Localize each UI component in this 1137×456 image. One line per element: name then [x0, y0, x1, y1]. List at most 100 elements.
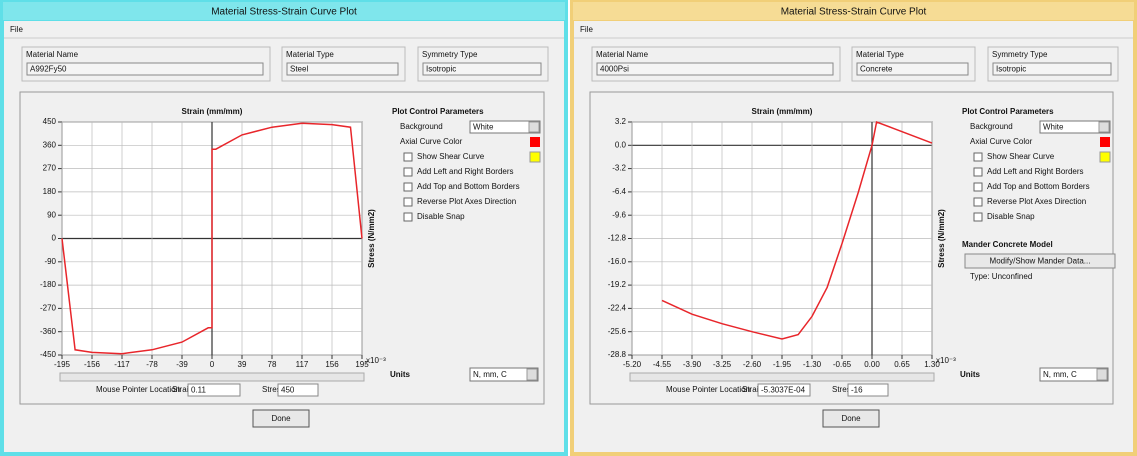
screen: Material Stress-Strain Curve Plot File Mat… [0, 0, 1137, 456]
checkbox-label: Add Left and Right Borders [417, 167, 514, 176]
controls-heading: Plot Control Parameters [962, 107, 1054, 116]
x-tick-label: 78 [268, 360, 277, 369]
checkbox[interactable] [404, 198, 412, 206]
select-arrow [527, 369, 537, 380]
background-value: White [473, 123, 494, 132]
y-tick-label: -3.2 [612, 164, 626, 173]
y-tick-label: -180 [40, 280, 57, 289]
scrollbar [60, 373, 364, 381]
field-label: Material Name [26, 50, 79, 59]
checkbox[interactable] [974, 168, 982, 176]
checkbox[interactable] [404, 213, 412, 221]
checkbox-label: Add Top and Bottom Borders [417, 182, 520, 191]
x-tick-label: -78 [146, 360, 158, 369]
x-tick-label: -39 [176, 360, 188, 369]
field-value: 4000Psi [600, 65, 629, 74]
x-tick-label: -2.60 [743, 360, 762, 369]
x-tick-label: -3.25 [713, 360, 732, 369]
axial-label: Axial Curve Color [400, 137, 463, 146]
field-value: Concrete [860, 65, 893, 74]
window: Material Stress-Strain Curve Plot File Mat… [570, 0, 1137, 456]
x-multiplier: x10⁻³ [366, 356, 386, 365]
x-tick-label: -195 [54, 360, 71, 369]
stress-value: 450 [281, 386, 295, 395]
y-tick-label: -90 [44, 257, 56, 266]
checkbox[interactable] [404, 153, 412, 161]
strain-value: -5.3037E-04 [761, 386, 806, 395]
y-tick-label: -270 [40, 304, 57, 313]
controls-heading: Plot Control Parameters [392, 107, 484, 116]
checkbox-label: Reverse Plot Axes Direction [417, 197, 516, 206]
field-label: Material Type [286, 50, 334, 59]
x-tick-label: 39 [238, 360, 247, 369]
y-tick-label: -16.0 [608, 257, 627, 266]
x-tick-label: -4.55 [653, 360, 672, 369]
window-title: Material Stress-Strain Curve Plot [781, 7, 927, 18]
background-value: White [1043, 123, 1064, 132]
y-tick-label: -19.2 [608, 280, 627, 289]
x-tick-label: -1.30 [803, 360, 822, 369]
checkbox-label: Reverse Plot Axes Direction [987, 197, 1086, 206]
axial-color-swatch[interactable] [530, 137, 540, 147]
x-tick-label: -0.65 [833, 360, 852, 369]
field-value: Steel [290, 65, 308, 74]
done-label: Done [841, 414, 861, 423]
y-tick-label: -360 [40, 327, 57, 336]
axial-color-swatch[interactable] [1100, 137, 1110, 147]
y-tick-label: 3.2 [615, 117, 627, 126]
window-title: Material Stress-Strain Curve Plot [211, 7, 357, 18]
units-label: Units [390, 370, 411, 379]
x-tick-label: -156 [84, 360, 101, 369]
y-tick-label: 450 [43, 117, 57, 126]
chart-title: Strain (mm/mm) [182, 107, 243, 116]
checkbox-label: Add Left and Right Borders [987, 167, 1084, 176]
y-axis-label: Stress (N/mm2) [937, 209, 946, 268]
checkbox-label: Add Top and Bottom Borders [987, 182, 1090, 191]
y-tick-label: -22.4 [608, 304, 627, 313]
y-axis-label: Stress (N/mm2) [367, 209, 376, 268]
menu-file[interactable]: File [10, 25, 23, 34]
field-label: Material Type [856, 50, 904, 59]
x-tick-label: 0.00 [864, 360, 880, 369]
checkbox-label: Show Shear Curve [987, 152, 1055, 161]
background-label: Background [970, 122, 1013, 131]
y-tick-label: -28.8 [608, 350, 627, 359]
field-label: Symmetry Type [422, 50, 478, 59]
checkbox[interactable] [404, 168, 412, 176]
x-tick-label: 117 [296, 360, 309, 369]
y-tick-label: 0 [52, 234, 57, 243]
window: Material Stress-Strain Curve Plot File Mat… [0, 0, 568, 456]
units-value: N, mm, C [473, 370, 507, 379]
y-tick-label: 0.0 [615, 140, 627, 149]
stress-value: -16 [851, 386, 863, 395]
y-tick-label: 360 [43, 140, 57, 149]
x-tick-label: -1.95 [773, 360, 792, 369]
x-multiplier: x10⁻³ [936, 356, 956, 365]
background-label: Background [400, 122, 443, 131]
menu-file[interactable]: File [580, 25, 593, 34]
y-tick-label: -9.6 [612, 210, 626, 219]
field-value: Isotropic [996, 65, 1026, 74]
checkbox[interactable] [974, 198, 982, 206]
y-tick-label: 90 [47, 210, 56, 219]
shear-color-swatch[interactable] [530, 152, 540, 162]
checkbox[interactable] [974, 183, 982, 191]
checkbox-label: Disable Snap [987, 212, 1035, 221]
x-tick-label: -117 [114, 360, 130, 369]
checkbox[interactable] [974, 213, 982, 221]
units-label: Units [960, 370, 981, 379]
shear-color-swatch[interactable] [1100, 152, 1110, 162]
field-value: Isotropic [426, 65, 456, 74]
checkbox[interactable] [974, 153, 982, 161]
x-tick-label: 0 [210, 360, 215, 369]
y-tick-label: -6.4 [612, 187, 626, 196]
x-tick-label: 156 [325, 360, 339, 369]
mander-heading: Mander Concrete Model [962, 240, 1053, 249]
field-box [597, 63, 833, 75]
y-tick-label: -12.8 [608, 234, 627, 243]
mander-button-label: Modify/Show Mander Data... [990, 257, 1091, 266]
y-tick-label: 270 [43, 164, 57, 173]
checkbox-label: Disable Snap [417, 212, 465, 221]
checkbox[interactable] [404, 183, 412, 191]
y-tick-label: 180 [43, 187, 57, 196]
